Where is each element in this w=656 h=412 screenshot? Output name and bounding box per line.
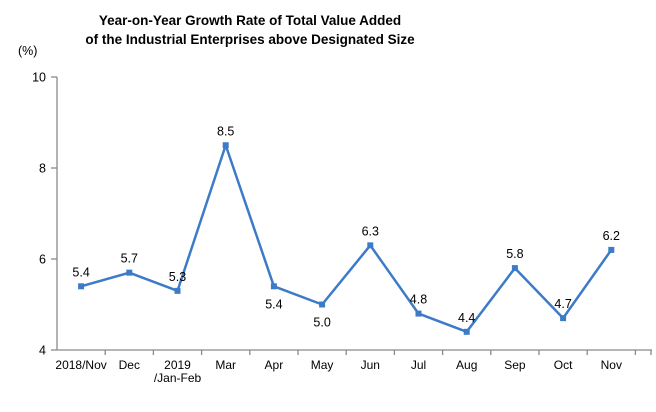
data-point-marker bbox=[463, 328, 470, 335]
y-axis-unit-label: (%) bbox=[18, 44, 38, 58]
data-point-label: 6.3 bbox=[362, 224, 379, 238]
data-point-marker bbox=[78, 283, 85, 290]
y-axis-tick-label: 8 bbox=[39, 162, 46, 176]
x-axis-category-label: Oct bbox=[554, 358, 573, 372]
data-point-label: 4.4 bbox=[458, 311, 475, 325]
data-point-marker bbox=[126, 269, 133, 276]
x-axis-category-label: Mar bbox=[215, 358, 236, 372]
x-axis-category-label: Jul bbox=[411, 358, 426, 372]
data-point-marker bbox=[270, 283, 277, 290]
y-axis-tick-label: 4 bbox=[39, 344, 46, 358]
data-point-label: 5.7 bbox=[121, 252, 138, 266]
x-axis-category-label: May bbox=[311, 358, 334, 372]
chart-title-line2: of the Industrial Enterprises above Desi… bbox=[85, 32, 415, 47]
data-point-label: 5.0 bbox=[313, 316, 330, 330]
x-axis-category-label: Nov bbox=[601, 358, 622, 372]
data-point-marker bbox=[367, 242, 374, 249]
data-point-label: 5.4 bbox=[72, 265, 89, 279]
data-point-label: 5.3 bbox=[169, 270, 186, 284]
data-point-label: 6.2 bbox=[603, 229, 620, 243]
x-axis-category-label: Aug bbox=[456, 358, 477, 372]
x-axis-category-label: Sep bbox=[504, 358, 526, 372]
data-point-marker bbox=[415, 310, 422, 317]
x-axis-category-label: Jun bbox=[361, 358, 380, 372]
data-point-label: 8.5 bbox=[217, 124, 234, 138]
data-point-marker bbox=[319, 301, 326, 308]
data-point-marker bbox=[511, 265, 518, 272]
data-point-label: 5.4 bbox=[265, 297, 282, 311]
x-axis-category-label: Dec bbox=[119, 358, 140, 372]
x-axis-category-label: 2019/Jan-Feb bbox=[154, 358, 202, 385]
data-point-label: 5.8 bbox=[506, 247, 523, 261]
x-axis-category-label: Apr bbox=[265, 358, 284, 372]
growth-rate-line bbox=[79, 144, 613, 334]
y-axis-tick-label: 10 bbox=[32, 71, 46, 85]
chart-title: Year-on-Year Growth Rate of Total Value … bbox=[0, 11, 500, 49]
x-axis-category-label: 2018/Nov bbox=[55, 358, 106, 372]
data-point-label: 4.8 bbox=[410, 293, 427, 307]
y-axis-tick-label: 6 bbox=[39, 253, 46, 267]
data-point-marker bbox=[222, 142, 229, 149]
data-point-marker bbox=[174, 287, 181, 294]
data-point-label: 4.7 bbox=[554, 297, 571, 311]
data-point-marker bbox=[560, 315, 567, 322]
data-point-marker bbox=[608, 246, 615, 253]
chart-title-line1: Year-on-Year Growth Rate of Total Value … bbox=[98, 13, 402, 28]
